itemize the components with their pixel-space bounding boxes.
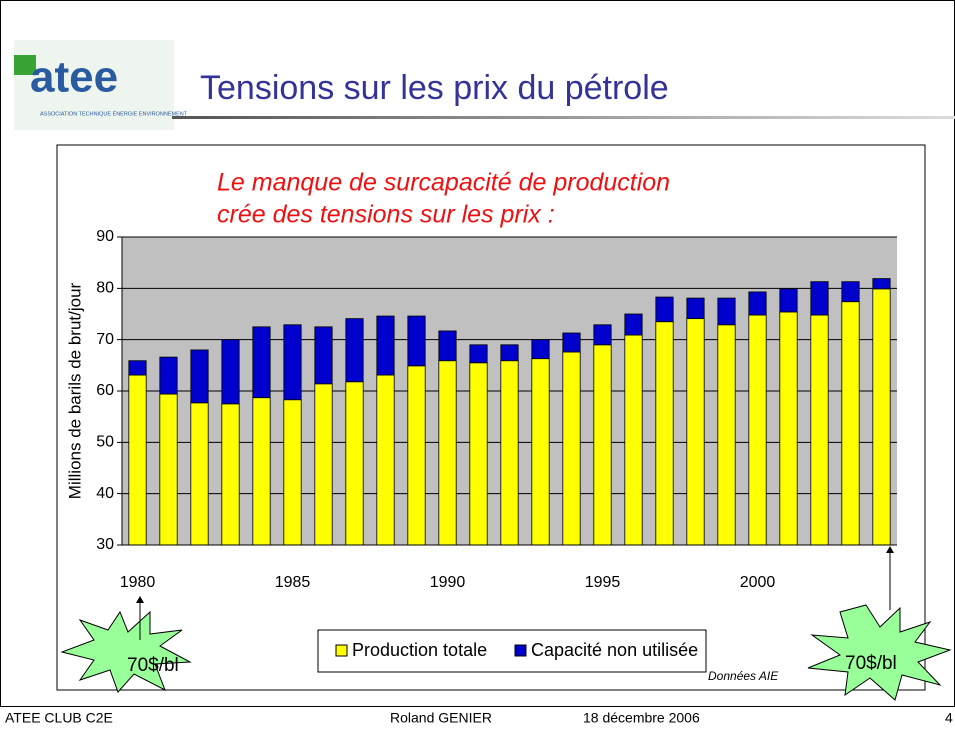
bar-segment [190,349,209,404]
bar-segment [624,334,643,546]
page-number: 4 [945,710,953,726]
bar-segment [655,321,674,546]
bar-segment [252,326,271,399]
bar-segment [841,301,860,546]
bar-segment [345,318,364,383]
bar-segment [314,326,333,385]
bar-segment [872,278,891,290]
callout-label: 70$/bl [845,653,897,674]
legend-swatch [514,644,527,657]
logo-square [14,55,36,75]
bar-segment [748,291,767,316]
bar-segment [190,402,209,546]
bar-segment [283,324,302,401]
bar-segment [717,324,736,546]
bar-segment [469,344,488,364]
chart-subtitle: Le manque de surcapacité de production [217,169,670,197]
y-tick-label: 80 [96,280,114,297]
x-tick-label: 1985 [275,574,311,591]
x-tick-label: 1990 [430,574,466,591]
bar-segment [841,281,860,303]
y-tick-label: 90 [96,228,114,245]
legend-label: Production totale [352,640,487,660]
footer-left: ATEE CLUB C2E [5,710,113,726]
bar-segment [686,318,705,546]
bar-segment [810,314,829,546]
bar-segment [779,311,798,546]
bar-segment [407,315,426,367]
bar-segment [376,315,395,376]
arrow-head [136,596,144,603]
bar-segment [500,360,519,546]
footer-date: 18 décembre 2006 [583,710,700,726]
bar-segment [376,374,395,546]
bar-segment [872,288,891,546]
y-tick-label: 70 [96,331,114,348]
source-note: Données AIE [708,669,779,683]
bar-segment [469,362,488,546]
bar-segment [128,360,147,376]
bar-segment [252,397,271,546]
bar-segment [593,344,612,546]
bar-segment [345,381,364,546]
bar-segment [779,288,798,313]
x-tick-label: 1980 [120,574,156,591]
footer-author: Roland GENIER [390,710,492,726]
bar-segment [624,313,643,336]
y-tick-label: 50 [96,434,114,451]
bar-segment [531,339,550,360]
y-tick-label: 40 [96,485,114,502]
y-axis-label: Millions de barils de brut/jour [65,282,84,499]
starburst [60,610,192,693]
bar-segment [221,403,240,546]
legend-swatch [335,644,348,657]
bar-segment [438,360,457,546]
bar-segment [655,296,674,323]
legend-label: Capacité non utilisée [531,640,698,660]
bar-segment [748,314,767,546]
bar-segment [159,356,178,395]
bar-segment [500,344,519,362]
bar-segment [438,330,457,362]
legend [317,629,707,673]
bar-segment [531,358,550,546]
title-rule [172,116,955,119]
bar-segment [128,374,147,546]
starburst [807,604,952,701]
bar-segment [159,393,178,546]
bar-segment [686,297,705,320]
x-tick-label: 2000 [740,574,776,591]
bar-segment [562,332,581,353]
bar-segment [314,383,333,546]
chart-subtitle: crée des tensions sur les prix : [217,201,555,229]
x-tick-label: 1995 [585,574,621,591]
callout-label: 70$/bl [127,655,179,676]
logo-box [14,40,174,130]
y-tick-label: 60 [96,382,114,399]
y-tick-label: 30 [96,536,114,553]
logo: atee [30,53,118,102]
arrow-head [886,546,894,553]
bar-segment [562,351,581,546]
bar-segment [593,324,612,346]
bar-segment [717,297,736,326]
bar-segment [283,399,302,546]
logo-subtitle: ASSOCIATION TECHNIQUE ÉNERGIE ENVIRONNEM… [40,110,188,117]
bar-segment [221,339,240,405]
bar-segment [407,365,426,546]
slide-title: Tensions sur les prix du pétrole [200,69,669,107]
bar-segment [810,281,829,316]
